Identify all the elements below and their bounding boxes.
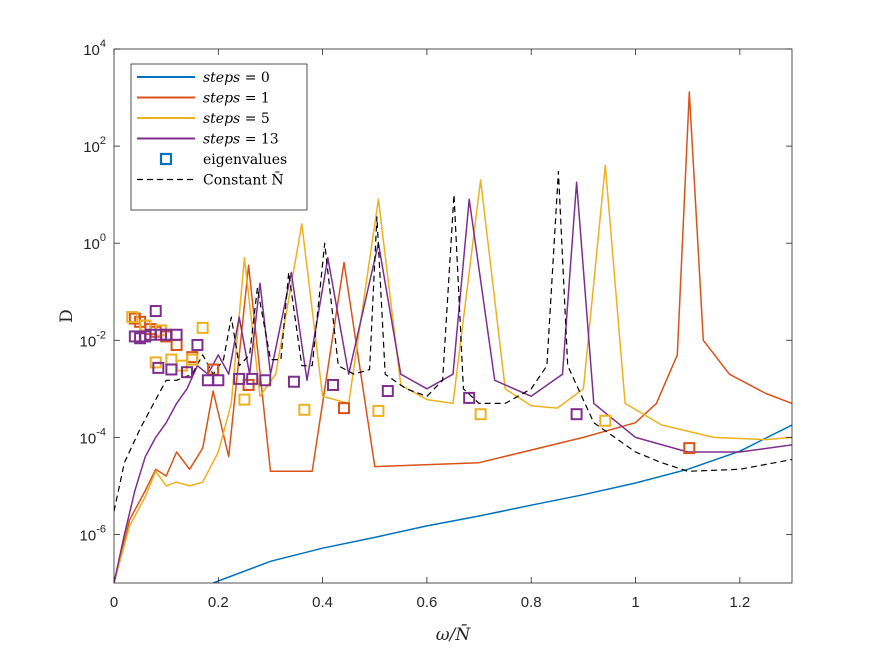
x-tick-label: 0.8	[521, 594, 542, 611]
legend-label-eigenvalues: eigenvalues	[203, 152, 287, 168]
eigenvalue-marker-steps-5	[126, 311, 139, 324]
legend-label-steps-5: steps = 5	[203, 111, 270, 127]
series-line-constant-n	[114, 170, 792, 512]
eigenvalue-marker-steps-5	[238, 393, 251, 406]
y-tick-exponent: 0	[100, 232, 106, 244]
y-tick-base: 10	[80, 430, 97, 447]
eigenvalue-marker-steps-13	[233, 372, 246, 385]
eigenvalue-marker-steps-1	[683, 442, 696, 455]
eigenvalue-marker-steps-1	[242, 378, 255, 391]
eigenvalue-marker-steps-13	[259, 374, 272, 387]
legend-rhs: = 1	[240, 91, 270, 107]
x-tick-label: 0.2	[208, 594, 229, 611]
eigenvalue-marker-steps-5	[599, 414, 612, 427]
eigenvalue-marker-steps-13	[570, 408, 583, 421]
eigenvalue-marker-steps-13	[212, 374, 225, 387]
x-tick-label: 0.6	[416, 594, 437, 611]
eigenvalue-marker-steps-13	[181, 366, 194, 379]
legend-label-constant-n: Constant N̄	[203, 171, 284, 189]
legend-rhs: = 13	[240, 132, 278, 148]
eigenvalue-marker-steps-1	[337, 402, 350, 415]
legend-var: steps	[203, 132, 240, 148]
y-tick-base: 10	[80, 527, 97, 544]
eigenvalue-marker-steps-5	[196, 321, 209, 334]
y-tick-label: 102	[83, 135, 106, 156]
legend-label-steps-0: steps = 0	[203, 70, 270, 86]
series-line-steps-0	[212, 424, 792, 583]
eigenvalue-marker-steps-13	[170, 328, 183, 341]
legend-label-steps-1: steps = 1	[203, 91, 270, 107]
eigenvalue-marker-steps-5	[372, 404, 385, 417]
series-line-steps-1	[114, 91, 792, 583]
eigenvalue-marker-steps-13	[191, 338, 204, 351]
legend-var: steps	[203, 70, 240, 86]
eigenvalue-marker-steps-5	[474, 408, 487, 421]
legend-label-steps-13: steps = 13	[203, 132, 279, 148]
eigenvalue-marker-steps-13	[287, 375, 300, 388]
y-tick-label: 10-4	[80, 426, 106, 447]
y-tick-base: 10	[83, 139, 100, 156]
eigenvalue-marker-steps-13	[327, 378, 340, 391]
legend-box	[130, 63, 308, 211]
eigenvalue-marker-steps-5	[298, 403, 311, 416]
x-tick-label: 0.4	[312, 594, 333, 611]
series-line-steps-13	[114, 181, 792, 583]
plot-frame	[113, 48, 793, 584]
x-tick-label: 1	[631, 594, 639, 611]
y-tick-base: 10	[80, 333, 97, 350]
x-tick-label: 0	[110, 594, 118, 611]
eigenvalue-marker-steps-13	[246, 372, 259, 385]
y-tick-exponent: 4	[100, 38, 106, 50]
legend-swatch-eigenvalues	[159, 152, 173, 166]
legend-rhs: = 5	[240, 111, 270, 127]
y-tick-exponent: -4	[96, 426, 106, 438]
legend-rhs: = 0	[240, 70, 270, 86]
y-tick-label: 100	[83, 232, 106, 253]
eigenvalue-markers	[126, 305, 696, 455]
eigenvalue-marker-steps-13	[149, 305, 162, 318]
eigenvalue-marker-steps-13	[165, 363, 178, 376]
legend-var: steps	[203, 91, 240, 107]
y-tick-label: 10-2	[80, 329, 106, 350]
y-tick-label: 104	[83, 38, 106, 59]
eigenvalue-marker-steps-5	[186, 353, 199, 366]
x-axis-title: ω/N̄	[436, 623, 472, 645]
eigenvalue-marker-steps-13	[381, 385, 394, 398]
legend-rhs: Constant N̄	[203, 171, 284, 189]
eigenvalue-marker-steps-13	[463, 391, 476, 404]
x-tick-label: 1.2	[729, 594, 750, 611]
y-tick-exponent: 2	[100, 135, 106, 147]
y-tick-exponent: -6	[96, 523, 106, 535]
eigenvalue-marker-steps-13	[152, 361, 165, 374]
y-tick-label: 10-6	[80, 523, 106, 544]
y-tick-base: 10	[83, 236, 100, 253]
legend-var: steps	[203, 111, 240, 127]
y-tick-exponent: -2	[96, 329, 106, 341]
y-axis-title: D	[57, 309, 77, 323]
y-tick-base: 10	[83, 42, 100, 59]
